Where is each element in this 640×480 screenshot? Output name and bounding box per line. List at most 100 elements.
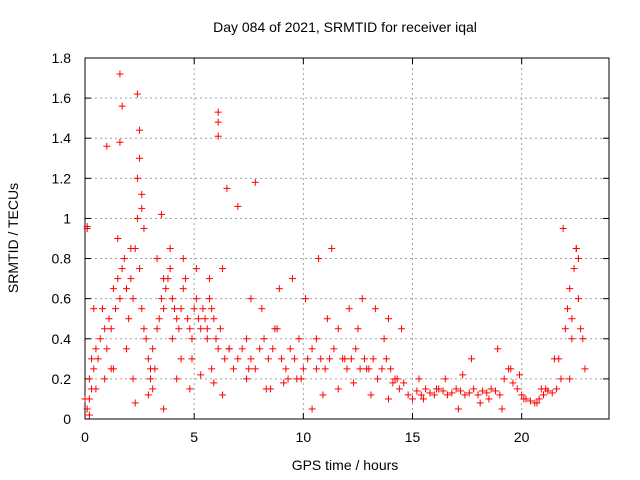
- data-point: [188, 335, 196, 343]
- data-point: [131, 399, 139, 407]
- data-point: [103, 345, 111, 353]
- data-point: [461, 391, 469, 399]
- y-ticks: 0 0.2 0.4 0.6 0.8 1 1.2 1.4 1.6 1.8: [52, 50, 609, 427]
- y-tick-label: 0.2: [52, 371, 72, 387]
- data-point: [179, 285, 187, 293]
- data-point: [140, 325, 148, 333]
- data-point: [555, 355, 563, 363]
- data-point: [568, 315, 576, 323]
- data-point: [219, 265, 227, 273]
- data-point: [210, 315, 218, 323]
- data-point: [540, 391, 547, 399]
- data-point: [205, 295, 213, 303]
- data-point: [441, 375, 449, 383]
- data-point: [116, 70, 124, 78]
- data-point: [367, 391, 375, 399]
- data-point: [288, 275, 296, 283]
- data-point: [308, 405, 316, 413]
- data-point: [122, 345, 130, 353]
- data-point: [258, 305, 266, 313]
- data-point: [360, 355, 368, 363]
- data-point: [275, 285, 283, 293]
- data-point: [572, 245, 580, 253]
- data-point: [330, 345, 338, 353]
- data-point: [496, 391, 504, 399]
- data-point: [133, 174, 141, 182]
- data-point: [271, 325, 279, 333]
- data-point: [136, 126, 144, 134]
- data-point: [518, 391, 526, 399]
- x-tick-label: 20: [514, 429, 530, 445]
- data-point: [363, 365, 371, 373]
- data-point: [199, 305, 207, 313]
- data-point: [358, 295, 366, 303]
- data-point: [238, 345, 246, 353]
- data-point: [312, 365, 320, 373]
- data-point: [155, 315, 163, 323]
- data-point: [321, 365, 329, 373]
- data-point: [343, 365, 351, 373]
- data-point: [120, 255, 128, 263]
- y-tick-label: 0.8: [52, 251, 72, 267]
- data-point: [579, 335, 587, 343]
- y-tick-label: 1.8: [52, 50, 72, 66]
- data-point: [195, 315, 203, 323]
- data-point: [476, 399, 484, 407]
- data-point: [422, 385, 430, 393]
- data-point: [109, 365, 117, 373]
- data-point: [118, 265, 126, 273]
- data-point: [157, 295, 165, 303]
- y-tick-label: 0.6: [52, 291, 72, 307]
- data-point: [192, 265, 200, 273]
- data-point: [186, 385, 194, 393]
- data-point: [467, 355, 475, 363]
- data-point: [374, 375, 382, 383]
- data-point: [136, 265, 144, 273]
- data-point: [566, 375, 574, 383]
- data-point: [133, 90, 141, 98]
- data-point: [498, 405, 506, 413]
- data-point: [214, 132, 222, 140]
- data-point: [192, 295, 200, 303]
- data-point: [83, 405, 91, 413]
- x-tick-label: 10: [296, 429, 312, 445]
- data-point: [197, 371, 205, 379]
- data-point: [101, 375, 109, 383]
- data-point: [247, 355, 255, 363]
- chart-title: Day 084 of 2021, SRMTID for receiver iqa…: [213, 19, 477, 35]
- data-point: [400, 379, 408, 387]
- data-point: [251, 365, 259, 373]
- x-ticks: 0 5 10 15 20: [81, 58, 530, 445]
- data-point: [197, 325, 205, 333]
- data-point: [384, 395, 392, 403]
- data-point: [116, 138, 124, 146]
- data-point: [175, 325, 183, 333]
- data-point: [345, 305, 353, 313]
- data-point: [356, 365, 364, 373]
- data-point: [393, 375, 401, 383]
- data-point: [264, 355, 272, 363]
- data-point: [409, 395, 416, 403]
- data-point: [160, 305, 168, 313]
- data-point: [478, 387, 486, 395]
- data-point: [291, 355, 299, 363]
- data-point: [564, 305, 572, 313]
- data-point: [443, 391, 451, 399]
- data-point: [369, 355, 377, 363]
- data-point: [548, 389, 556, 397]
- data-point: [114, 275, 122, 283]
- data-point: [433, 385, 441, 393]
- data-point: [125, 315, 133, 323]
- data-point: [267, 385, 275, 393]
- data-point: [157, 210, 165, 218]
- data-point: [116, 295, 124, 303]
- data-point: [328, 245, 336, 253]
- data-point: [160, 405, 168, 413]
- scatter-points: [81, 70, 589, 419]
- data-point: [133, 214, 141, 222]
- data-point: [234, 355, 242, 363]
- data-point: [384, 315, 392, 323]
- data-point: [243, 335, 251, 343]
- data-point: [112, 305, 120, 313]
